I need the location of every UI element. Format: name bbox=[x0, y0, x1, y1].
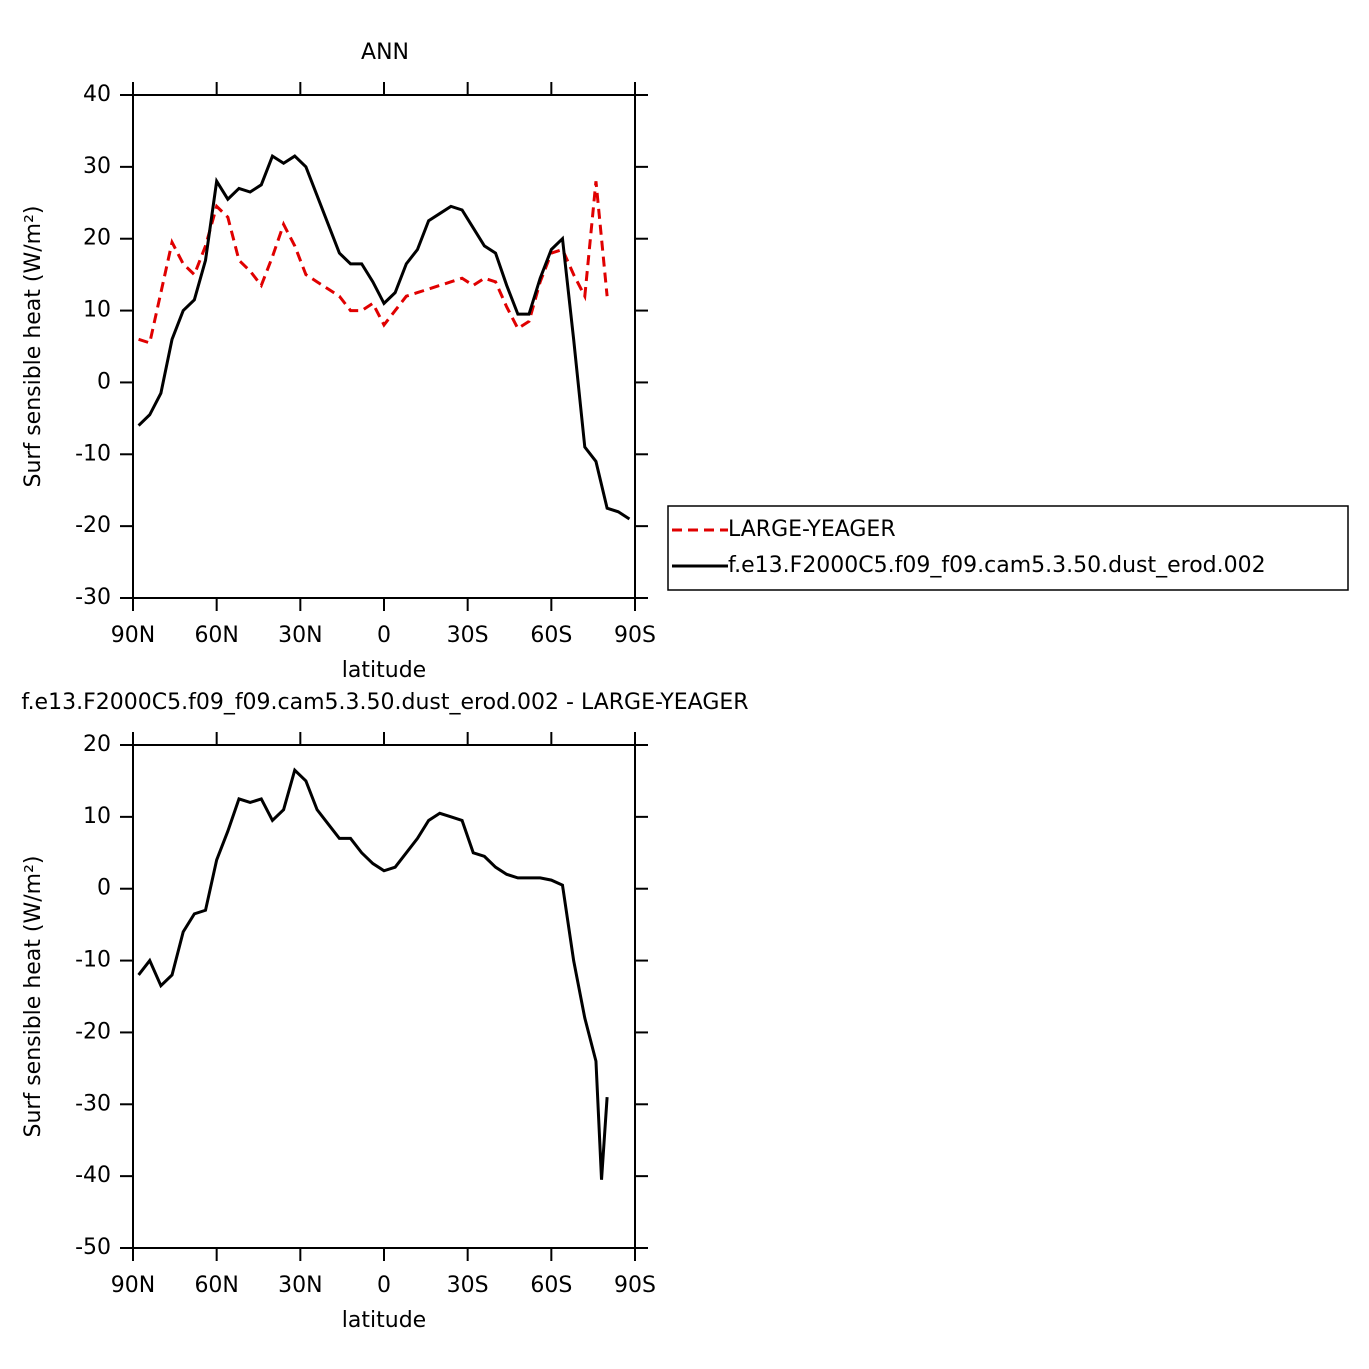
x-tick-label: 30N bbox=[278, 623, 322, 648]
x-tick-label: 60N bbox=[194, 623, 238, 648]
legend-label: f.e13.F2000C5.f09_f09.cam5.3.50.dust_ero… bbox=[728, 553, 1266, 578]
y-tick-label: 20 bbox=[83, 226, 111, 251]
x-tick-label: 60S bbox=[530, 623, 572, 648]
x-tick-label: 60N bbox=[194, 1273, 238, 1298]
y-tick-label: -30 bbox=[75, 585, 111, 610]
y-tick-label: 10 bbox=[83, 298, 111, 323]
x-tick-label: 90N bbox=[111, 1273, 155, 1298]
x-tick-label: 30N bbox=[278, 1273, 322, 1298]
x-axis-label: latitude bbox=[342, 658, 426, 683]
x-tick-label: 60S bbox=[530, 1273, 572, 1298]
legend-label: LARGE-YEAGER bbox=[728, 517, 896, 542]
data-line bbox=[137, 153, 631, 521]
x-tick-label: 0 bbox=[377, 1273, 391, 1298]
y-tick-label: -10 bbox=[75, 441, 111, 466]
plot-frame bbox=[132, 744, 636, 1249]
y-tick-label: 0 bbox=[97, 369, 111, 394]
y-tick-label: -40 bbox=[75, 1163, 111, 1188]
chart-title: f.e13.F2000C5.f09_f09.cam5.3.50.dust_ero… bbox=[21, 690, 748, 715]
y-tick-label: 40 bbox=[83, 82, 111, 107]
data-line bbox=[137, 767, 609, 1180]
y-tick-label: -50 bbox=[75, 1235, 111, 1260]
y-tick-label: 0 bbox=[97, 876, 111, 901]
plot-frame bbox=[132, 94, 636, 599]
x-tick-label: 90S bbox=[614, 1273, 656, 1298]
x-tick-label: 0 bbox=[377, 623, 391, 648]
y-tick-label: -20 bbox=[75, 1019, 111, 1044]
x-tick-label: 90N bbox=[111, 623, 155, 648]
x-axis-label: latitude bbox=[342, 1308, 426, 1333]
y-tick-label: 20 bbox=[83, 732, 111, 757]
y-tick-label: 30 bbox=[83, 154, 111, 179]
y-axis-label: Surf sensible heat (W/m²) bbox=[21, 856, 46, 1138]
x-tick-label: 90S bbox=[614, 623, 656, 648]
chart-title: ANN bbox=[361, 40, 409, 65]
y-tick-label: -10 bbox=[75, 948, 111, 973]
x-tick-label: 30S bbox=[447, 1273, 489, 1298]
y-tick-label: 10 bbox=[83, 804, 111, 829]
y-tick-label: -20 bbox=[75, 513, 111, 538]
x-tick-label: 30S bbox=[447, 623, 489, 648]
data-line bbox=[138, 181, 609, 345]
y-axis-label: Surf sensible heat (W/m²) bbox=[21, 206, 46, 488]
legend-box bbox=[667, 505, 1349, 591]
y-tick-label: -30 bbox=[75, 1091, 111, 1116]
